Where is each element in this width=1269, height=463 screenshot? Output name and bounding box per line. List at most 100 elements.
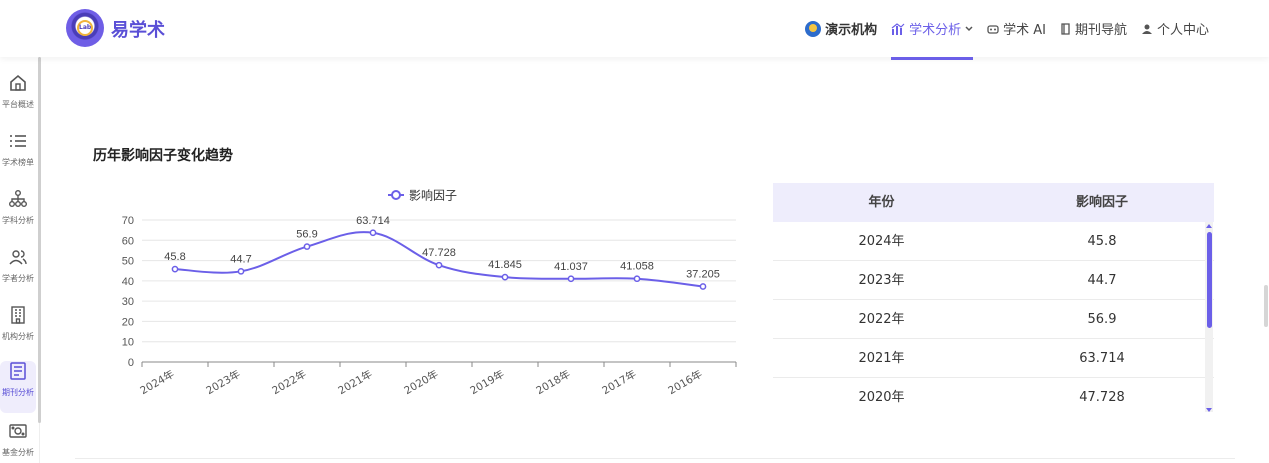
data-label: 37.205: [686, 269, 720, 281]
x-tick-label: 2024年: [138, 367, 177, 397]
table-row: 2024年 45.8: [773, 222, 1214, 261]
nav-academic-analysis[interactable]: 学术分析: [891, 0, 974, 60]
sidebar-item-scholar[interactable]: 学者分析: [0, 247, 36, 299]
section-title: 历年影响因子变化趋势: [93, 148, 233, 164]
nav-personal-center-label: 个人中心: [1156, 23, 1209, 38]
table-row: 2022年 56.9: [773, 300, 1214, 339]
y-tick-label: 40: [122, 276, 134, 288]
nav-org[interactable]: 演示机构: [805, 0, 877, 57]
building-icon: [11, 306, 25, 324]
y-tick-label: 10: [122, 337, 134, 349]
x-tick-label: 2022年: [270, 367, 309, 397]
data-label: 41.037: [554, 261, 588, 273]
sidebar-item-label: 学科分析: [2, 216, 34, 225]
sidebar-item-institution[interactable]: 机构分析: [0, 305, 36, 357]
money-icon: [9, 424, 27, 438]
data-point: [171, 265, 179, 273]
table-cell-year: 2022年: [858, 312, 905, 327]
data-label: 45.8: [164, 251, 185, 263]
sidebar-item-rankings[interactable]: 学术榜单: [0, 131, 36, 183]
data-point: [369, 229, 377, 237]
data-label: 63.714: [356, 215, 390, 227]
table-header: 年份 影响因子: [773, 183, 1214, 222]
scroll-up-arrow-icon[interactable]: [1206, 224, 1212, 228]
nav-org-label: 演示机构: [825, 23, 878, 38]
nav-academic-analysis-label: 学术分析: [909, 23, 962, 38]
data-label: 47.728: [422, 247, 456, 259]
table-cell-value: 45.8: [1087, 234, 1117, 249]
nav-journal-guide[interactable]: 期刊导航: [1060, 0, 1127, 57]
sidebar-scrollbar[interactable]: [38, 57, 41, 423]
sidebar-item-label: 基金分析: [2, 448, 34, 457]
org-icon: [805, 20, 822, 37]
home-icon: [10, 74, 26, 91]
data-label: 41.058: [620, 261, 654, 273]
table-row: 2020年 47.728: [773, 378, 1214, 415]
table-cell-year: 2023年: [858, 273, 905, 288]
impact-factor-table: 年份 影响因子 2024年 45.8 2023年 44.7 2022年 56.9…: [773, 183, 1214, 415]
data-label: 44.7: [230, 253, 251, 265]
y-tick-label: 20: [122, 316, 134, 328]
sidebar-item-label: 平台概述: [2, 100, 34, 109]
robot-icon: [987, 24, 999, 34]
data-point: [501, 273, 509, 281]
table-cell-value: 47.728: [1079, 390, 1125, 405]
sidebar-item-label: 学术榜单: [2, 158, 34, 167]
y-tick-label: 50: [122, 256, 134, 268]
brand-name[interactable]: 易学术: [111, 20, 165, 41]
data-point: [435, 261, 443, 269]
y-tick-label: 60: [122, 235, 134, 247]
sidebar-item-journal[interactable]: 期刊分析: [0, 361, 36, 413]
x-tick-label: 2018年: [534, 367, 573, 397]
legend-label: 影响因子: [409, 188, 457, 203]
x-tick-label: 2016年: [666, 367, 705, 397]
table-header-impact-factor: 影响因子: [1075, 195, 1128, 210]
data-label: 56.9: [296, 229, 317, 241]
table-cell-value: 56.9: [1087, 312, 1117, 327]
sidebar-item-discipline[interactable]: 学科分析: [0, 189, 36, 241]
main-nav: 演示机构 学术分析 学术 AI 期刊导航 个人中心: [805, 0, 1209, 60]
data-point: [303, 243, 311, 250]
data-label: 41.845: [488, 259, 522, 271]
data-point: [633, 275, 641, 283]
top-header: Lab 易学术 演示机构 学术分析 学术 AI 期刊导航 个人中心: [0, 0, 1269, 60]
nav-academic-ai[interactable]: 学术 AI: [987, 0, 1046, 57]
table-scrollbar-thumb[interactable]: [1207, 232, 1212, 328]
table-row: 2021年 63.714: [773, 339, 1214, 378]
impact-factor-chart: 0 10 20 30 40 50 60 70 2024年 2023年 2022年 2021年 2020年…: [122, 188, 737, 397]
y-tick-label: 30: [122, 296, 134, 308]
table-cell-value: 63.714: [1079, 351, 1125, 366]
scroll-down-arrow-icon[interactable]: [1206, 408, 1212, 412]
page-scrollbar[interactable]: [1264, 285, 1268, 327]
sidebar-item-label: 机构分析: [2, 332, 34, 341]
legend-marker: [391, 190, 401, 200]
list-icon: [10, 135, 26, 147]
section-divider: [75, 458, 1235, 459]
table-cell-year: 2021年: [858, 351, 905, 366]
sidebar-item-fund[interactable]: 基金分析: [0, 421, 36, 463]
sidebar-item-overview[interactable]: 平台概述: [0, 73, 36, 125]
x-tick-label: 2023年: [204, 367, 243, 397]
logo-badge: Lab: [77, 20, 93, 36]
nav-personal-center[interactable]: 个人中心: [1141, 0, 1209, 57]
journal-icon: [10, 362, 26, 380]
user-icon: [1141, 24, 1152, 34]
table-row: 2023年 44.7: [773, 261, 1214, 300]
table-cell-year: 2020年: [858, 390, 905, 405]
data-point: [237, 267, 245, 275]
hierarchy-icon: [9, 190, 27, 207]
sidebar-item-label: 学者分析: [2, 274, 34, 283]
users-icon: [9, 250, 27, 265]
chevron-down-icon: [965, 25, 973, 31]
left-sidebar: 平台概述 学术榜单 学科分析 学者分析 机构分析 期刊分析 基金分析: [0, 57, 40, 463]
x-tick-label: 2020年: [402, 367, 441, 397]
x-tick-label: 2017年: [600, 367, 639, 397]
data-point: [567, 275, 575, 283]
brand-logo[interactable]: Lab: [66, 9, 104, 47]
table-cell-value: 44.7: [1087, 273, 1117, 288]
table-header-year: 年份: [868, 195, 895, 210]
x-tick-label: 2019年: [468, 367, 507, 397]
y-tick-label: 70: [122, 215, 134, 227]
y-tick-label: 0: [128, 357, 134, 369]
sidebar-item-label: 期刊分析: [2, 388, 34, 397]
